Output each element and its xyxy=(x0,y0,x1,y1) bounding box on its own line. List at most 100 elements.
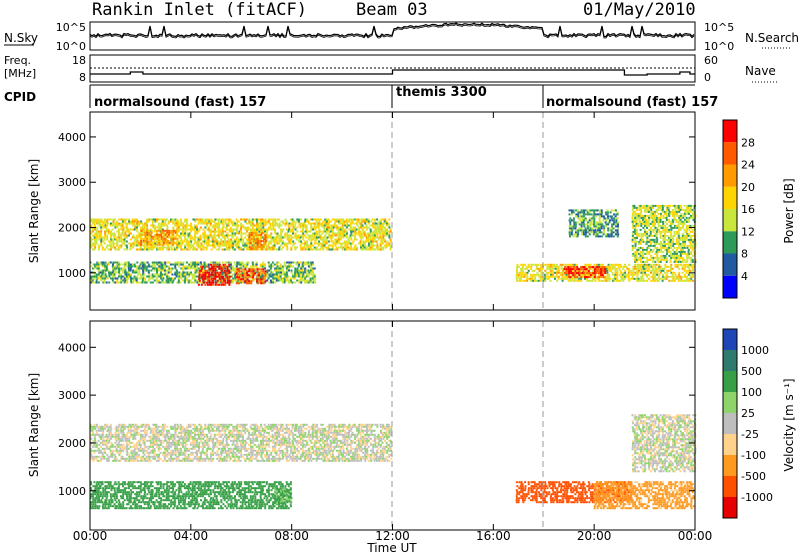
echo-cell xyxy=(120,236,123,239)
echo-cell xyxy=(666,275,669,278)
echo-cell xyxy=(336,228,339,231)
echo-cell xyxy=(257,228,260,231)
echo-cell xyxy=(234,263,237,266)
echo-cell xyxy=(380,224,383,227)
echo-cell xyxy=(529,277,532,280)
echo-cell xyxy=(559,273,562,276)
echo-cell xyxy=(307,273,310,276)
echo-cell xyxy=(158,226,161,229)
echo-cell xyxy=(228,283,231,286)
echo-cell xyxy=(112,220,115,223)
echo-cell xyxy=(274,281,277,284)
echo-cell xyxy=(596,276,599,279)
echo-cell xyxy=(667,250,670,253)
echo-cell xyxy=(601,274,604,277)
echo-cell xyxy=(168,277,170,280)
echo-cell xyxy=(577,215,580,218)
echo-cell xyxy=(294,228,297,231)
echo-cell xyxy=(310,226,313,229)
echo-cell xyxy=(280,277,283,280)
echo-cell xyxy=(588,233,591,236)
echo-cell xyxy=(246,238,249,241)
echo-cell xyxy=(546,271,548,274)
echo-cell xyxy=(374,232,376,235)
echo-cell xyxy=(341,234,344,237)
echo-cell xyxy=(212,279,214,282)
echo-cell xyxy=(159,275,162,278)
echo-cell xyxy=(368,234,371,237)
echo-cell xyxy=(156,226,159,229)
echo-cell xyxy=(586,279,589,282)
echo-cell xyxy=(287,279,290,282)
echo-cell xyxy=(692,269,695,272)
echo-cell xyxy=(112,242,115,245)
echo-cell xyxy=(143,246,146,249)
echo-cell xyxy=(363,242,366,245)
echo-cell xyxy=(91,275,94,278)
echo-cell xyxy=(212,236,214,239)
echo-cell xyxy=(606,273,609,276)
echo-cell xyxy=(200,281,203,284)
echo-cell xyxy=(241,242,244,245)
echo-cell xyxy=(641,250,644,253)
echo-cell xyxy=(603,229,606,232)
echo-cell xyxy=(140,241,143,244)
echo-cell xyxy=(260,282,263,285)
echo-cell xyxy=(373,238,376,241)
echo-cell xyxy=(104,234,106,237)
echo-cell xyxy=(636,214,639,217)
echo-cell xyxy=(97,265,100,268)
echo-cell xyxy=(354,248,357,251)
echo-cell xyxy=(118,267,120,270)
echo-cell xyxy=(97,451,100,454)
echo-cell xyxy=(148,277,151,280)
echo-cell xyxy=(583,223,586,226)
echo-cell xyxy=(387,230,390,233)
echo-cell xyxy=(582,266,585,269)
echo-cell xyxy=(216,273,219,276)
echo-cell xyxy=(124,273,127,276)
echo-cell xyxy=(663,216,666,219)
echo-cell xyxy=(103,279,106,282)
echo-cell xyxy=(258,246,261,249)
echo-cell xyxy=(138,248,140,251)
echo-cell xyxy=(678,254,680,257)
echo-cell xyxy=(278,240,281,243)
echo-cell xyxy=(236,236,239,239)
echo-cell xyxy=(645,204,648,207)
echo-cell xyxy=(690,256,693,259)
echo-cell xyxy=(212,261,215,264)
echo-cell xyxy=(637,279,640,282)
echo-cell xyxy=(211,240,214,243)
echo-cell xyxy=(653,228,656,231)
echo-cell xyxy=(662,228,665,231)
echo-cell xyxy=(170,277,172,280)
echo-cell xyxy=(596,270,599,273)
echo-cell xyxy=(247,270,250,273)
echo-cell xyxy=(303,222,306,225)
echo-cell xyxy=(142,232,145,235)
echo-cell xyxy=(646,240,649,243)
echo-cell xyxy=(221,218,224,221)
echo-cell xyxy=(95,263,98,266)
echo-cell xyxy=(662,250,665,253)
echo-cell xyxy=(139,232,142,235)
echo-cell xyxy=(236,268,239,271)
echo-cell xyxy=(114,277,117,280)
echo-cell xyxy=(106,437,109,440)
echo-cell xyxy=(275,222,278,225)
echo-cell xyxy=(131,218,134,221)
echo-cell xyxy=(644,206,647,209)
echo-cell xyxy=(642,206,645,209)
echo-cell xyxy=(664,277,667,280)
echo-cell xyxy=(319,248,322,251)
echo-cell xyxy=(612,235,615,238)
echo-cell xyxy=(580,221,583,224)
echo-cell xyxy=(221,261,224,264)
echo-cell xyxy=(614,267,617,270)
echo-cell xyxy=(535,263,538,266)
echo-cell xyxy=(139,236,142,239)
echo-cell xyxy=(158,229,160,232)
echo-cell xyxy=(661,230,664,233)
echo-cell xyxy=(577,229,580,232)
